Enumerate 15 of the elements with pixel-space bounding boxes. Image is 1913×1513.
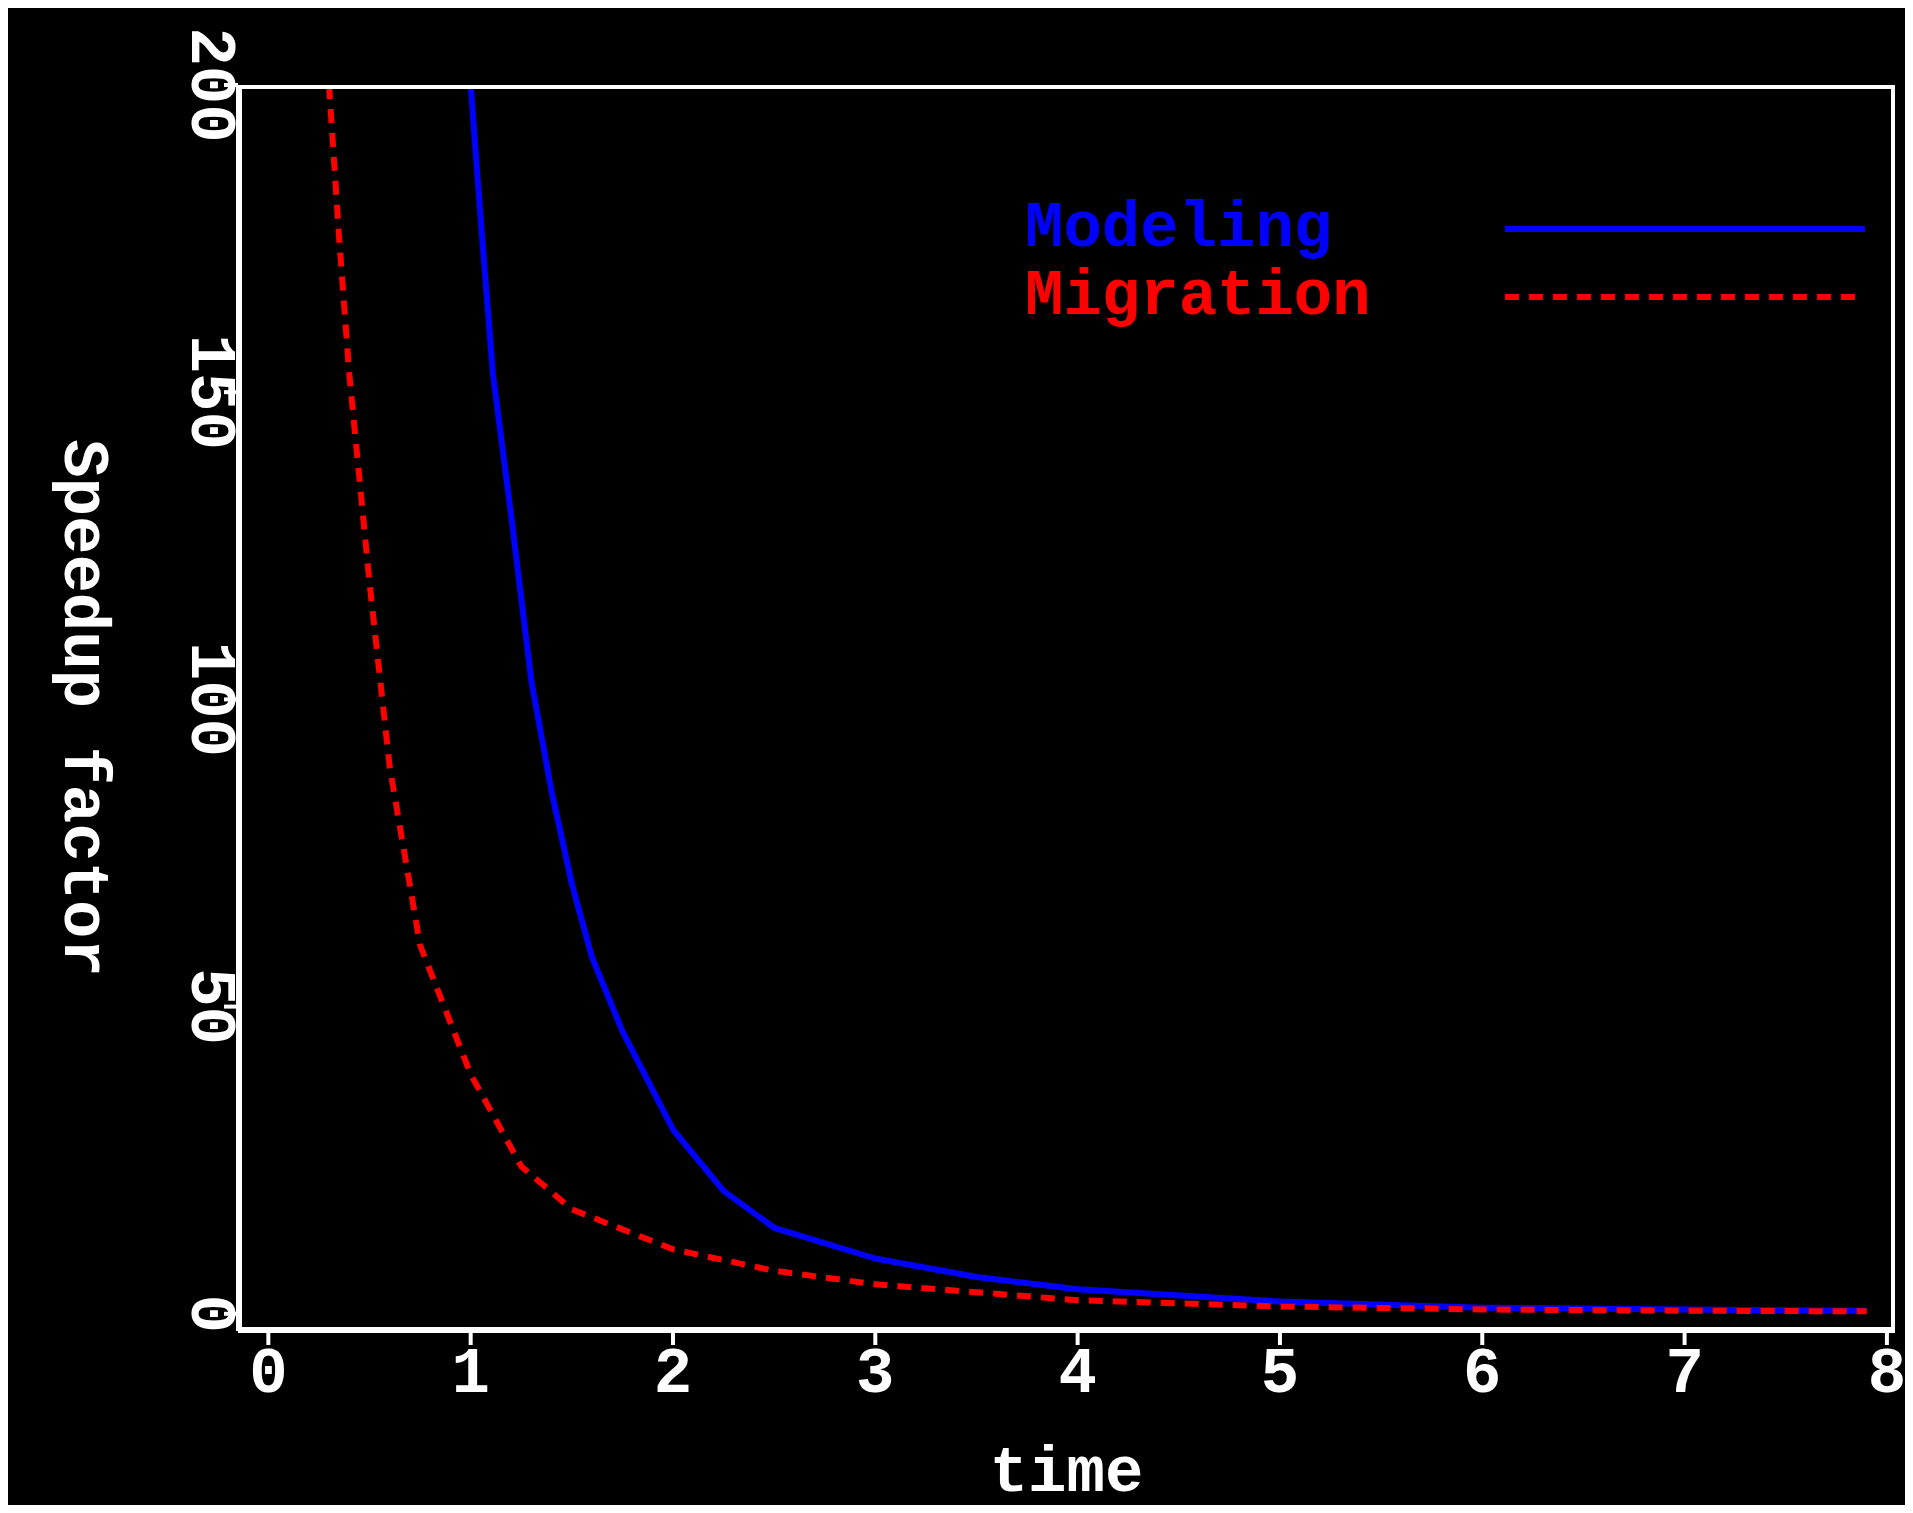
x-tick-label: 1 <box>451 1339 490 1412</box>
x-tick-label: 3 <box>856 1339 895 1412</box>
x-tick-label: 2 <box>653 1339 693 1412</box>
y-axis-title: Speedup factor <box>46 439 119 977</box>
x-axis-title: time <box>989 1438 1144 1510</box>
x-tick-label: 5 <box>1260 1339 1300 1412</box>
x-tick-label: 8 <box>1867 1339 1907 1412</box>
x-tick-label: 6 <box>1463 1339 1502 1412</box>
x-tick-label: 7 <box>1665 1339 1704 1412</box>
y-tick-label: 0 <box>173 1294 245 1333</box>
y-tick-label: 100 <box>173 641 245 758</box>
y-tick-label: 150 <box>173 334 245 450</box>
x-tick-label: 4 <box>1058 1339 1097 1412</box>
y-tick-label: 50 <box>173 968 245 1045</box>
y-tick-label: 200 <box>173 27 245 143</box>
